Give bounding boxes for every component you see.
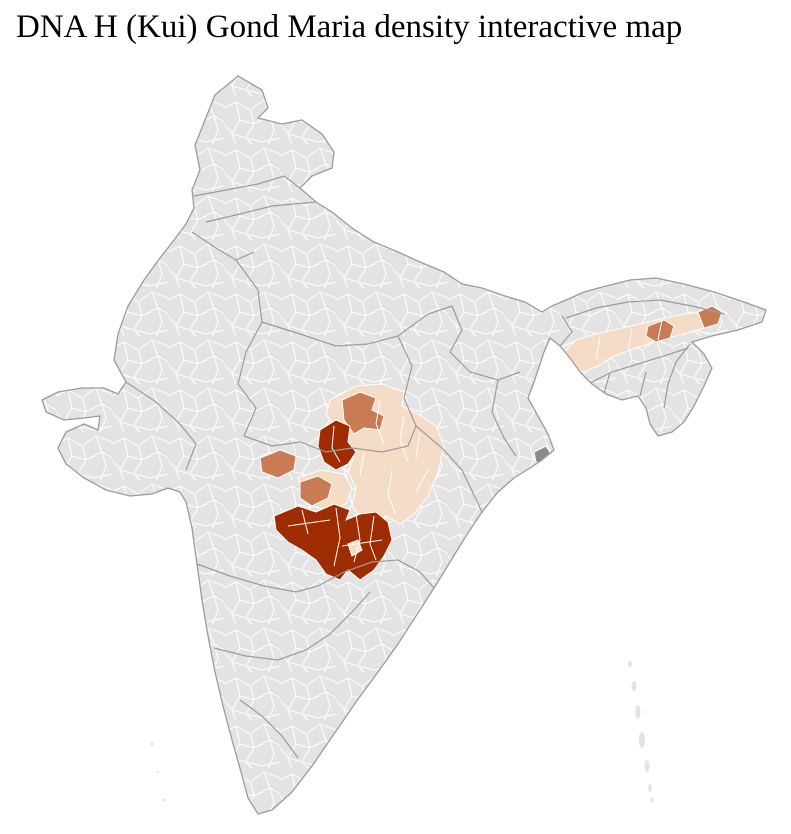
region-central-high-1[interactable] (317, 419, 357, 471)
district-divisions-overlay (287, 319, 663, 567)
region-central-high-2[interactable] (273, 503, 393, 581)
state-borders (125, 175, 725, 759)
islands (150, 661, 654, 802)
density-regions (259, 305, 723, 581)
region-central-medium-2[interactable] (259, 449, 297, 479)
region-central-medium-3[interactable] (299, 475, 333, 507)
page-title: DNA H (Kui) Gond Maria density interacti… (16, 9, 683, 45)
